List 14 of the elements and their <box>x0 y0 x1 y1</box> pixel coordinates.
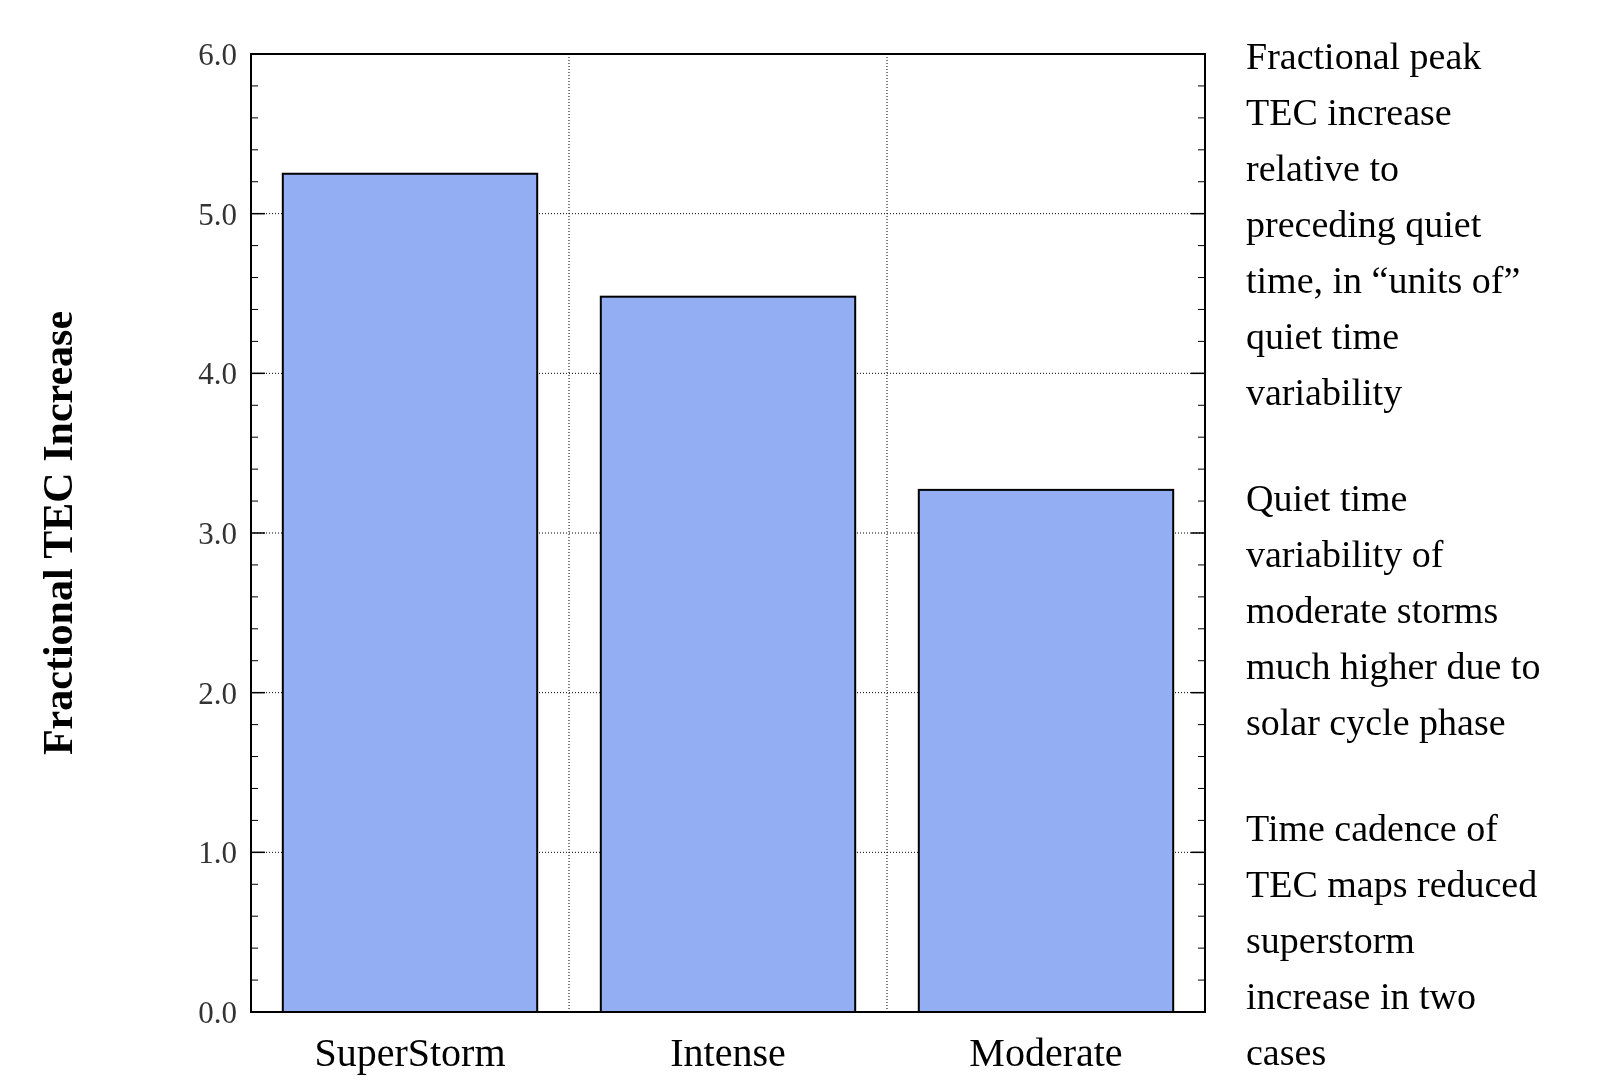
y-tick-label: 4.0 <box>198 356 237 392</box>
text: Quiet time variability of moderate storms much higher due to solar cycle phase <box>1246 476 1541 743</box>
y-tick-label: 1.0 <box>198 835 237 871</box>
y-tick-label: 5.0 <box>198 196 237 232</box>
y-tick-label: 6.0 <box>198 36 237 72</box>
y-tick-label: 2.0 <box>198 675 237 711</box>
x-tick-label: Moderate <box>969 1030 1123 1075</box>
y-tick-label: 3.0 <box>198 515 237 551</box>
x-tick-label: SuperStorm <box>314 1030 506 1075</box>
x-tick-label: Intense <box>670 1030 786 1075</box>
text: Time cadence of TEC maps reduced superstorm increase in two cases <box>1246 806 1538 1073</box>
text: Fractional peak TEC increase relative to preceding quiet time, in “units of” quiet time variability <box>1246 34 1521 413</box>
y-tick-label: 0.0 <box>198 994 237 1030</box>
y-axis-title: Fractional TEC Increase <box>35 310 81 756</box>
